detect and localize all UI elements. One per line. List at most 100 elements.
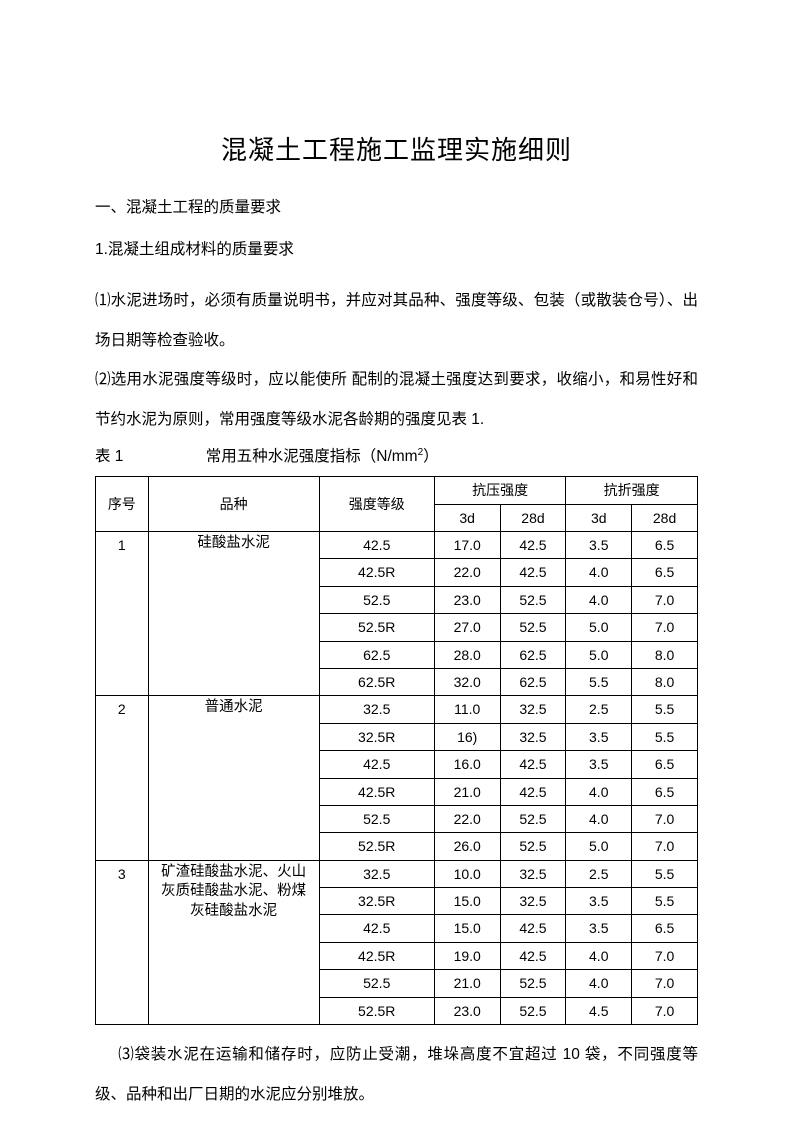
cell-c28: 32.5 [500, 696, 566, 723]
cell-f3: 3.5 [566, 723, 632, 750]
cell-grade: 52.5R [319, 997, 434, 1024]
table-title-tail: ） [423, 448, 439, 465]
cell-f3: 3.5 [566, 751, 632, 778]
cell-grade: 42.5R [319, 778, 434, 805]
cell-grade: 42.5 [319, 751, 434, 778]
cell-c3: 16) [434, 723, 500, 750]
cell-c3: 10.0 [434, 860, 500, 887]
th-f3d: 3d [566, 504, 632, 531]
cell-f3: 4.5 [566, 997, 632, 1024]
cell-c3: 23.0 [434, 586, 500, 613]
cell-c28: 62.5 [500, 668, 566, 695]
cell-c28: 52.5 [500, 586, 566, 613]
cell-c28: 42.5 [500, 531, 566, 558]
table-header-row-1: 序号 品种 强度等级 抗压强度 抗折强度 [96, 477, 698, 504]
cell-seq: 1 [96, 531, 149, 695]
cell-f28: 5.5 [632, 696, 698, 723]
cell-c28: 42.5 [500, 942, 566, 969]
paragraph-1: ⑴水泥进场时，必须有质量说明书，并应对其品种、强度等级、包装（或散装仓号）、出场… [95, 281, 698, 360]
cell-grade: 52.5R [319, 614, 434, 641]
cell-c3: 27.0 [434, 614, 500, 641]
cell-c3: 21.0 [434, 970, 500, 997]
cell-f28: 7.0 [632, 942, 698, 969]
th-f28d: 28d [632, 504, 698, 531]
th-flexural: 抗折强度 [566, 477, 698, 504]
cell-f28: 6.5 [632, 559, 698, 586]
cell-seq: 3 [96, 860, 149, 1024]
cell-c28: 42.5 [500, 915, 566, 942]
paragraph-2: ⑵选用水泥强度等级时，应以能使所 配制的混凝土强度达到要求，收缩小，和易性好和节… [95, 360, 698, 439]
cell-f28: 7.0 [632, 833, 698, 860]
cell-c28: 42.5 [500, 751, 566, 778]
cell-grade: 42.5 [319, 915, 434, 942]
cell-grade: 52.5 [319, 586, 434, 613]
cell-grade: 52.5 [319, 970, 434, 997]
cell-f3: 4.0 [566, 559, 632, 586]
table-caption: 表 1 常用五种水泥强度指标（N/mm2） [95, 445, 698, 470]
cell-f3: 3.5 [566, 531, 632, 558]
cell-c28: 32.5 [500, 860, 566, 887]
cell-f28: 7.0 [632, 970, 698, 997]
cell-c3: 15.0 [434, 888, 500, 915]
cell-f3: 4.0 [566, 586, 632, 613]
cell-f3: 4.0 [566, 778, 632, 805]
table-title-text: 常用五种水泥强度指标（N/mm [206, 448, 418, 465]
cell-grade: 62.5 [319, 641, 434, 668]
paragraph-3: ⑶袋装水泥在运输和储存时，应防止受潮，堆垛高度不宜超过 10 袋，不同强度等级、… [95, 1035, 698, 1114]
cell-grade: 32.5 [319, 696, 434, 723]
cell-grade: 62.5R [319, 668, 434, 695]
subsection-1: 1.混凝土组成材料的质量要求 [95, 238, 698, 263]
th-c28d: 28d [500, 504, 566, 531]
table-label: 表 1 [95, 445, 123, 470]
cell-f28: 5.5 [632, 860, 698, 887]
cell-f3: 3.5 [566, 888, 632, 915]
cell-c3: 28.0 [434, 641, 500, 668]
table-row: 2普通水泥32.511.032.52.55.5 [96, 696, 698, 723]
th-c3d: 3d [434, 504, 500, 531]
cell-f28: 6.5 [632, 915, 698, 942]
cement-strength-table: 序号 品种 强度等级 抗压强度 抗折强度 3d 28d 3d 28d 1硅酸盐水… [95, 476, 698, 1025]
cell-c3: 21.0 [434, 778, 500, 805]
th-compressive: 抗压强度 [434, 477, 566, 504]
cell-grade: 42.5 [319, 531, 434, 558]
cell-c28: 32.5 [500, 888, 566, 915]
cell-f28: 6.5 [632, 531, 698, 558]
cell-f28: 8.0 [632, 641, 698, 668]
cell-f3: 4.0 [566, 805, 632, 832]
cell-c3: 11.0 [434, 696, 500, 723]
cell-c3: 22.0 [434, 805, 500, 832]
cell-f28: 6.5 [632, 751, 698, 778]
table-title: 常用五种水泥强度指标（N/mm2） [206, 445, 439, 470]
cell-variety: 硅酸盐水泥 [148, 531, 319, 695]
cell-c3: 17.0 [434, 531, 500, 558]
cell-f28: 7.0 [632, 586, 698, 613]
cell-seq: 2 [96, 696, 149, 860]
cell-c28: 52.5 [500, 997, 566, 1024]
cell-f3: 3.5 [566, 915, 632, 942]
cell-c3: 15.0 [434, 915, 500, 942]
cell-grade: 32.5 [319, 860, 434, 887]
th-seq: 序号 [96, 477, 149, 532]
cell-c3: 19.0 [434, 942, 500, 969]
table-row: 1硅酸盐水泥42.517.042.53.56.5 [96, 531, 698, 558]
cell-c3: 22.0 [434, 559, 500, 586]
cell-grade: 42.5R [319, 942, 434, 969]
cell-c28: 42.5 [500, 778, 566, 805]
cell-c28: 62.5 [500, 641, 566, 668]
cell-f3: 2.5 [566, 860, 632, 887]
section-heading-1: 一、混凝土工程的质量要求 [95, 196, 698, 221]
cell-grade: 32.5R [319, 723, 434, 750]
page-title: 混凝土工程施工监理实施细则 [95, 130, 698, 172]
cell-c28: 42.5 [500, 559, 566, 586]
cell-f3: 2.5 [566, 696, 632, 723]
cell-f3: 5.5 [566, 668, 632, 695]
cell-grade: 52.5 [319, 805, 434, 832]
cell-c28: 52.5 [500, 833, 566, 860]
cell-c28: 52.5 [500, 614, 566, 641]
cell-grade: 42.5R [319, 559, 434, 586]
cell-f3: 5.0 [566, 614, 632, 641]
cell-c28: 52.5 [500, 970, 566, 997]
cell-f28: 7.0 [632, 997, 698, 1024]
cell-c3: 26.0 [434, 833, 500, 860]
th-variety: 品种 [148, 477, 319, 532]
